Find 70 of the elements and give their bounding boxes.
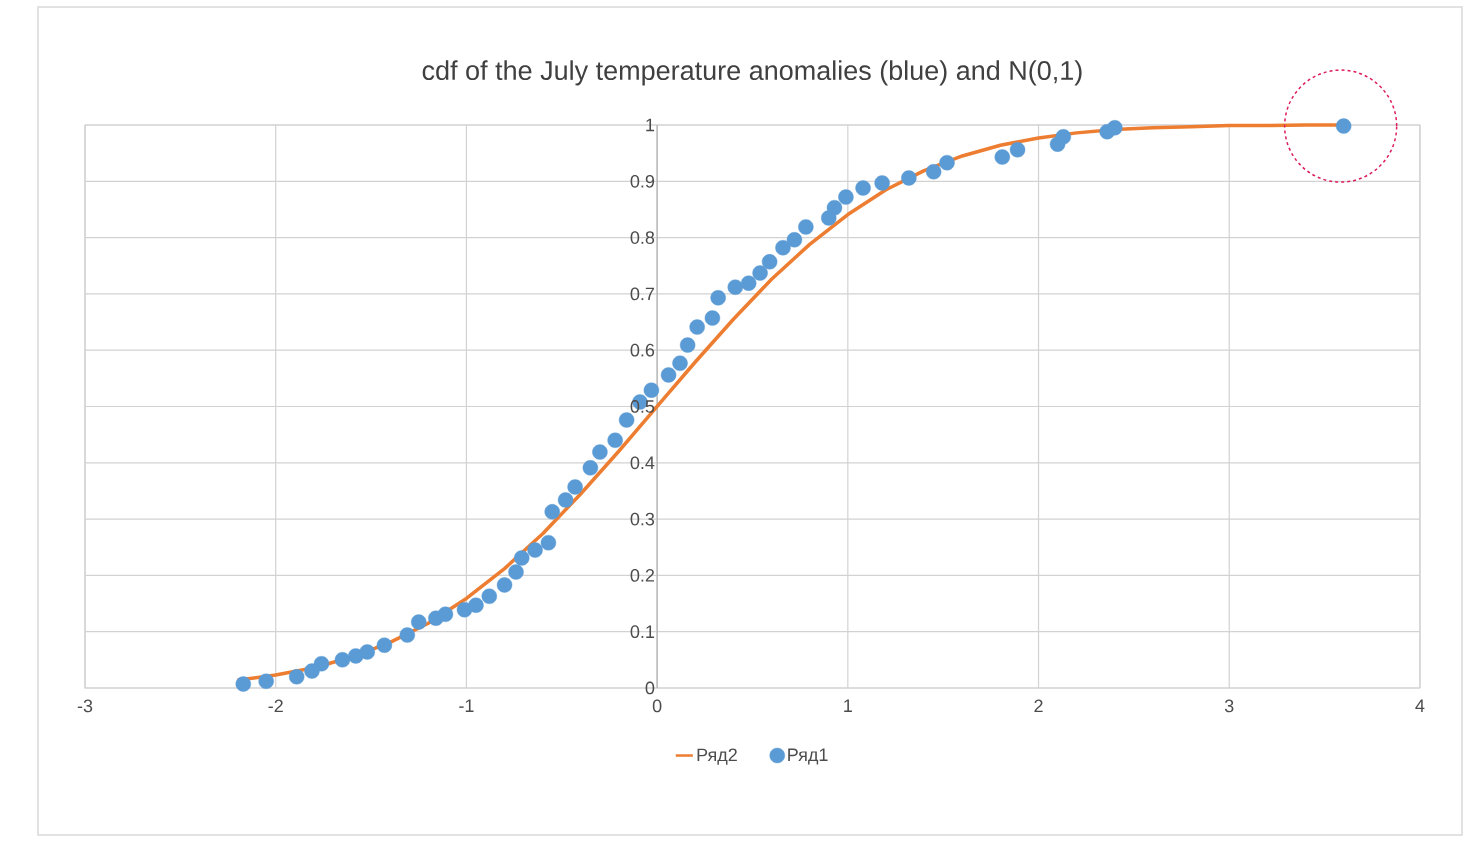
- point: [798, 219, 814, 235]
- y-tick-label: 0.7: [630, 287, 655, 301]
- point: [437, 606, 454, 622]
- point: [761, 254, 778, 270]
- point: [258, 673, 274, 689]
- point: [727, 279, 744, 295]
- point: [359, 644, 375, 660]
- y-tick-label: 0.3: [630, 512, 655, 526]
- point: [557, 492, 574, 508]
- point: [786, 232, 803, 248]
- x-tick-label: 1: [844, 699, 852, 712]
- y-tick-label: 0.9: [630, 174, 655, 188]
- point: [660, 367, 677, 383]
- point: [855, 180, 871, 196]
- point: [468, 597, 484, 613]
- point: [508, 564, 524, 580]
- point: [1055, 129, 1072, 145]
- x-tick-label: 4: [1415, 699, 1425, 712]
- chart-title: cdf of the July temperature anomalies (blue) and N(0,1): [422, 60, 1082, 86]
- point: [775, 240, 791, 256]
- y-tick-label: 0.1: [630, 625, 655, 639]
- point: [567, 479, 583, 495]
- point: [411, 614, 427, 630]
- point: [838, 189, 854, 205]
- point: [288, 669, 305, 685]
- point: [334, 652, 351, 668]
- x-tick-label: -3: [77, 699, 93, 713]
- point: [672, 355, 688, 371]
- y-tick-label: 0.8: [630, 231, 655, 244]
- point: [607, 432, 623, 448]
- point: [399, 627, 415, 643]
- x-tick-label: 3: [1224, 699, 1234, 713]
- point: [1009, 142, 1026, 158]
- point: [689, 319, 705, 335]
- point: [376, 637, 393, 653]
- point: [704, 310, 721, 326]
- point: [544, 504, 560, 520]
- point: [679, 337, 696, 353]
- x-tick-label: -2: [268, 699, 283, 713]
- point: [540, 535, 557, 551]
- point: [527, 542, 543, 558]
- point: [313, 656, 330, 672]
- y-tick-label: 0.6: [630, 343, 655, 357]
- x-tick-label: -1: [459, 699, 474, 712]
- legend-label: Ряд2: [697, 748, 737, 765]
- y-tick-label: 1: [646, 118, 655, 132]
- point: [994, 149, 1010, 165]
- point: [643, 382, 660, 398]
- point: [592, 444, 608, 460]
- point: [925, 164, 942, 180]
- y-tick-label: 0: [645, 681, 655, 695]
- x-tick-label: 2: [1034, 699, 1043, 713]
- point: [752, 265, 768, 281]
- point: [710, 290, 726, 306]
- legend-label: Ряд1: [788, 748, 828, 765]
- point: [740, 275, 757, 291]
- point: [1107, 120, 1123, 136]
- point: [901, 170, 917, 186]
- point: [1335, 118, 1352, 134]
- y-tick-label: 0.2: [630, 569, 655, 582]
- point: [582, 460, 599, 476]
- point: [939, 155, 955, 171]
- point: [826, 200, 843, 216]
- point: [496, 577, 513, 593]
- point: [481, 588, 497, 604]
- point: [874, 175, 890, 191]
- y-tick-label: 0.4: [630, 456, 655, 470]
- point: [514, 550, 530, 566]
- point: [618, 412, 635, 428]
- point: [235, 676, 251, 692]
